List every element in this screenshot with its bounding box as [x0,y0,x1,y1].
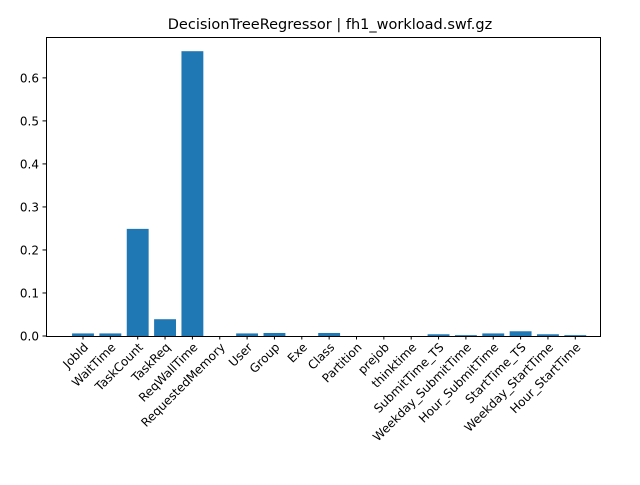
y-tick-label: 0.0 [20,330,39,344]
y-tick-label: 0.5 [20,114,39,128]
x-tick-label: Group [247,340,283,376]
bar-Hour_StartTime [564,335,587,336]
bar-SubmitTime_TS [427,334,450,336]
bar-Weekday_StartTime [537,334,559,336]
bar-ReqWallTime [181,51,204,336]
y-tick-label: 0.4 [20,157,39,171]
bars-group [72,51,587,336]
y-tick-label: 0.2 [20,243,39,257]
chart-title: DecisionTreeRegressor | fh1_workload.swf… [168,17,492,33]
bar-StartTime_TS [509,331,532,336]
bar-User [236,333,259,336]
y-tick-label: 0.1 [20,286,39,300]
y-axis: 0.0 0.1 0.2 0.3 0.4 0.5 0.6 [20,71,46,344]
x-axis: JobIdWaitTimeTaskCountTaskReqReqWallTime… [60,336,583,444]
bar-Group [263,332,286,336]
bar-WaitTime [99,333,122,336]
y-tick-label: 0.6 [20,71,39,85]
bar-Weekday_SubmitTime [454,335,477,336]
bar-TaskCount [126,228,149,336]
y-tick-label: 0.3 [20,200,39,214]
bar-Hour_SubmitTime [482,333,505,336]
bar-JobId [72,333,94,336]
bar-Class [318,332,341,336]
plot-frame [46,37,601,337]
bar-TaskReq [154,319,176,336]
